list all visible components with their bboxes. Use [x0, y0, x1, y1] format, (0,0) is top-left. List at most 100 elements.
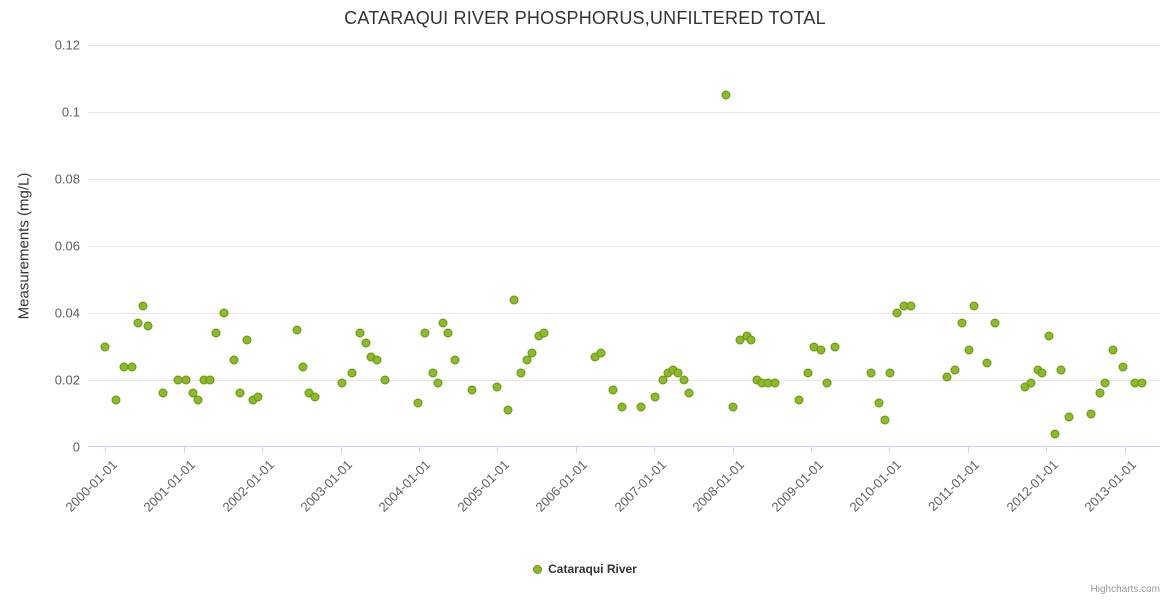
data-point[interactable]	[467, 385, 477, 395]
data-point[interactable]	[509, 295, 519, 305]
data-point[interactable]	[658, 375, 668, 385]
x-tick-mark	[967, 447, 969, 453]
data-point[interactable]	[111, 395, 121, 405]
data-point[interactable]	[100, 342, 110, 351]
data-point[interactable]	[133, 318, 143, 328]
data-point[interactable]	[428, 368, 438, 378]
data-point[interactable]	[942, 372, 952, 382]
data-point[interactable]	[355, 328, 365, 338]
data-point[interactable]	[1037, 368, 1047, 378]
data-point[interactable]	[298, 362, 308, 372]
data-point[interactable]	[608, 385, 618, 395]
data-point[interactable]	[982, 358, 992, 368]
y-tick-label: 0.08	[54, 171, 80, 187]
data-point[interactable]	[242, 335, 252, 345]
data-point[interactable]	[679, 375, 689, 385]
data-point[interactable]	[1137, 378, 1147, 388]
data-point[interactable]	[1050, 429, 1060, 439]
data-point[interactable]	[522, 355, 532, 365]
x-tick-mark	[262, 447, 264, 453]
data-point[interactable]	[219, 308, 229, 318]
data-point[interactable]	[969, 301, 979, 311]
y-gridline	[88, 313, 1160, 314]
data-point[interactable]	[450, 355, 460, 365]
data-point[interactable]	[1026, 378, 1036, 388]
x-tick-label: 2008-01-01	[689, 457, 748, 515]
data-point[interactable]	[127, 362, 137, 372]
data-point[interactable]	[830, 342, 840, 351]
data-point[interactable]	[235, 388, 245, 398]
data-point[interactable]	[1100, 378, 1110, 388]
data-point[interactable]	[143, 321, 153, 331]
data-point[interactable]	[443, 328, 453, 338]
data-point[interactable]	[527, 348, 537, 358]
data-point[interactable]	[337, 378, 347, 388]
data-point[interactable]	[492, 382, 502, 392]
data-point[interactable]	[539, 328, 549, 338]
data-point[interactable]	[906, 301, 916, 311]
x-tick-mark	[1046, 447, 1048, 453]
data-point[interactable]	[721, 90, 731, 100]
data-point[interactable]	[420, 328, 430, 338]
data-point[interactable]	[728, 402, 738, 412]
data-point[interactable]	[188, 388, 198, 398]
data-point[interactable]	[438, 318, 448, 328]
data-point[interactable]	[205, 375, 215, 385]
data-point[interactable]	[684, 388, 694, 398]
data-point[interactable]	[292, 325, 302, 335]
y-axis-title: Measurements (mg/L)	[15, 172, 33, 320]
data-point[interactable]	[347, 368, 357, 378]
data-point[interactable]	[433, 378, 443, 388]
data-point[interactable]	[253, 392, 263, 402]
data-point[interactable]	[1064, 412, 1074, 422]
data-point[interactable]	[822, 378, 832, 388]
data-point[interactable]	[1118, 362, 1128, 372]
data-point[interactable]	[866, 368, 876, 378]
x-tick-label: 2013-01-01	[1081, 457, 1140, 515]
data-point[interactable]	[650, 392, 660, 402]
data-point[interactable]	[503, 405, 513, 415]
data-point[interactable]	[770, 378, 780, 388]
data-point[interactable]	[211, 328, 221, 338]
data-point[interactable]	[516, 368, 526, 378]
data-point[interactable]	[1056, 365, 1066, 375]
data-point[interactable]	[673, 368, 683, 378]
data-point[interactable]	[803, 368, 813, 378]
data-point[interactable]	[880, 415, 890, 425]
data-point[interactable]	[158, 388, 168, 398]
data-point[interactable]	[964, 345, 974, 355]
data-point[interactable]	[229, 355, 239, 365]
data-point[interactable]	[1108, 345, 1118, 355]
y-tick-label: 0.06	[54, 238, 80, 254]
data-point[interactable]	[892, 308, 902, 318]
data-point[interactable]	[181, 375, 191, 385]
y-gridline	[88, 246, 1160, 247]
data-point[interactable]	[636, 402, 646, 412]
x-tick-label: 2005-01-01	[454, 457, 512, 515]
x-tick-mark	[340, 447, 342, 453]
data-point[interactable]	[596, 348, 606, 358]
data-point[interactable]	[746, 335, 756, 345]
data-point[interactable]	[957, 318, 967, 328]
legend-item-cataraqui-river[interactable]: Cataraqui River	[548, 562, 637, 576]
data-point[interactable]	[138, 301, 148, 311]
data-point[interactable]	[990, 318, 1000, 328]
y-gridline	[88, 112, 1160, 113]
data-point[interactable]	[372, 355, 382, 365]
data-point[interactable]	[1095, 388, 1105, 398]
data-point[interactable]	[617, 402, 627, 412]
highcharts-credits-link[interactable]: Highcharts.com	[1090, 584, 1160, 595]
data-point[interactable]	[1086, 409, 1096, 418]
data-point[interactable]	[950, 365, 960, 375]
data-point[interactable]	[885, 368, 895, 378]
data-point[interactable]	[310, 392, 320, 402]
y-tick-label: 0.02	[54, 372, 80, 388]
data-point[interactable]	[193, 395, 203, 405]
data-point[interactable]	[794, 395, 804, 405]
data-point[interactable]	[380, 375, 390, 385]
data-point[interactable]	[816, 345, 826, 355]
data-point[interactable]	[361, 338, 371, 348]
data-point[interactable]	[874, 398, 884, 408]
data-point[interactable]	[1044, 331, 1054, 341]
data-point[interactable]	[413, 398, 423, 408]
